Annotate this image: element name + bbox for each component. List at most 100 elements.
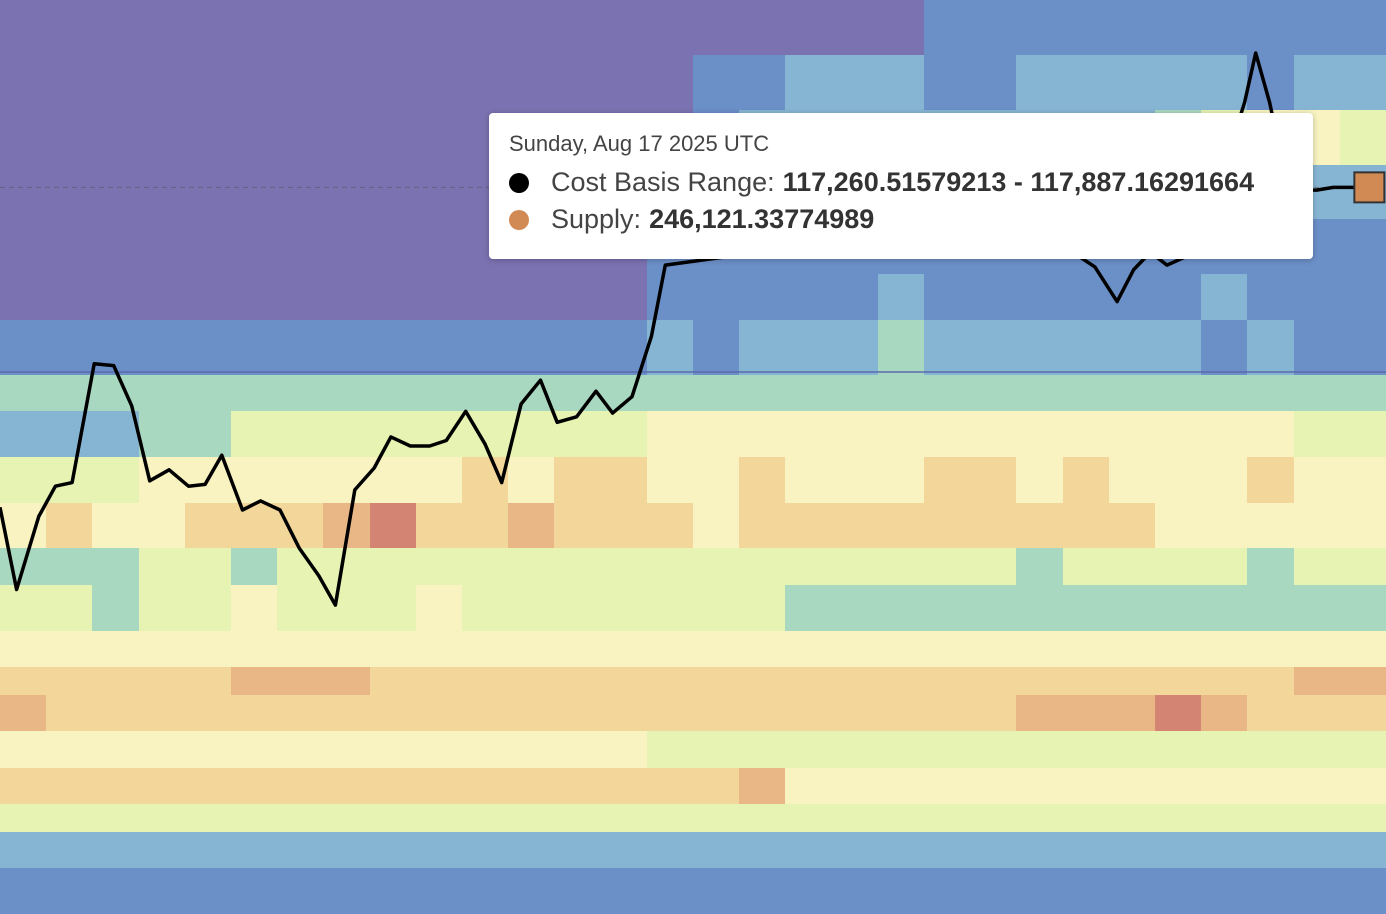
heatmap-cell[interactable] xyxy=(323,375,371,412)
heatmap-cell[interactable] xyxy=(231,832,278,869)
heatmap-cell[interactable] xyxy=(924,457,971,504)
heatmap-cell[interactable] xyxy=(924,731,971,769)
heatmap-cell[interactable] xyxy=(370,375,417,412)
heatmap-cell[interactable] xyxy=(1016,804,1064,833)
heatmap-cell[interactable] xyxy=(370,768,417,805)
heatmap-cell[interactable] xyxy=(878,548,925,586)
heatmap-cell[interactable] xyxy=(970,667,1017,696)
heatmap-cell[interactable] xyxy=(693,804,740,833)
heatmap-cell[interactable] xyxy=(1155,320,1202,376)
heatmap-cell[interactable] xyxy=(554,548,602,586)
heatmap-cell[interactable] xyxy=(1294,375,1341,412)
heatmap-cell[interactable] xyxy=(647,731,694,769)
heatmap-cell[interactable] xyxy=(1294,695,1341,732)
heatmap-cell[interactable] xyxy=(185,219,232,275)
heatmap-cell[interactable] xyxy=(370,631,417,668)
heatmap-cell[interactable] xyxy=(1201,457,1248,504)
heatmap-cell[interactable] xyxy=(739,731,786,769)
heatmap-cell[interactable] xyxy=(1109,585,1156,632)
heatmap-cell[interactable] xyxy=(785,55,833,111)
heatmap-cell[interactable] xyxy=(647,320,694,376)
heatmap-cell[interactable] xyxy=(46,868,93,914)
heatmap-cell[interactable] xyxy=(832,695,879,732)
heatmap-cell[interactable] xyxy=(0,631,47,668)
heatmap-cell[interactable] xyxy=(1247,868,1295,914)
heatmap-cell[interactable] xyxy=(554,411,602,458)
heatmap-cell[interactable] xyxy=(1294,548,1341,586)
heatmap-cell[interactable] xyxy=(416,695,463,732)
heatmap-cell[interactable] xyxy=(647,631,694,668)
heatmap-cell[interactable] xyxy=(1294,457,1341,504)
heatmap-cell[interactable] xyxy=(1016,832,1064,869)
heatmap-cell[interactable] xyxy=(878,695,925,732)
heatmap-cell[interactable] xyxy=(1340,110,1386,166)
heatmap-cell[interactable] xyxy=(832,731,879,769)
heatmap-cell[interactable] xyxy=(0,110,47,166)
heatmap-cell[interactable] xyxy=(1063,503,1110,549)
heatmap-cell[interactable] xyxy=(0,411,47,458)
heatmap-cell[interactable] xyxy=(370,411,417,458)
heatmap-cell[interactable] xyxy=(647,411,694,458)
heatmap-cell[interactable] xyxy=(1201,55,1248,111)
heatmap-cell[interactable] xyxy=(832,667,879,696)
heatmap-cell[interactable] xyxy=(416,165,463,220)
heatmap-cell[interactable] xyxy=(508,868,555,914)
heatmap-cell[interactable] xyxy=(92,667,140,696)
heatmap-cell[interactable] xyxy=(231,503,278,549)
heatmap-cell[interactable] xyxy=(416,0,463,56)
heatmap-cell[interactable] xyxy=(46,695,93,732)
heatmap-cell[interactable] xyxy=(647,503,694,549)
heatmap-cell[interactable] xyxy=(185,375,232,412)
heatmap-cell[interactable] xyxy=(785,320,833,376)
heatmap-cell[interactable] xyxy=(185,868,232,914)
heatmap-cell[interactable] xyxy=(554,503,602,549)
heatmap-cell[interactable] xyxy=(1294,274,1341,321)
heatmap-cell[interactable] xyxy=(462,320,509,376)
heatmap-cell[interactable] xyxy=(462,55,509,111)
heatmap-cell[interactable] xyxy=(139,695,186,732)
heatmap-cell[interactable] xyxy=(1340,804,1386,833)
heatmap-cell[interactable] xyxy=(1340,375,1386,412)
heatmap-cell[interactable] xyxy=(832,631,879,668)
heatmap-cell[interactable] xyxy=(185,503,232,549)
heatmap-cell[interactable] xyxy=(924,667,971,696)
heatmap-cell[interactable] xyxy=(46,832,93,869)
heatmap-cell[interactable] xyxy=(0,55,47,111)
heatmap-cell[interactable] xyxy=(139,631,186,668)
heatmap-cell[interactable] xyxy=(508,503,555,549)
heatmap-cell[interactable] xyxy=(323,55,371,111)
heatmap-cell[interactable] xyxy=(0,804,47,833)
heatmap-cell[interactable] xyxy=(1247,503,1295,549)
heatmap-cell[interactable] xyxy=(277,0,324,56)
heatmap-cell[interactable] xyxy=(462,503,509,549)
heatmap-cell[interactable] xyxy=(462,274,509,321)
heatmap-cell[interactable] xyxy=(277,503,324,549)
heatmap-cell[interactable] xyxy=(832,768,879,805)
heatmap-cell[interactable] xyxy=(139,731,186,769)
heatmap-cell[interactable] xyxy=(370,731,417,769)
heatmap-cell[interactable] xyxy=(878,868,925,914)
heatmap-cell[interactable] xyxy=(970,320,1017,376)
heatmap-cell[interactable] xyxy=(46,457,93,504)
heatmap-cell[interactable] xyxy=(231,110,278,166)
heatmap-cell[interactable] xyxy=(1294,320,1341,376)
heatmap-cell[interactable] xyxy=(1247,320,1295,376)
heatmap-cell[interactable] xyxy=(92,695,140,732)
heatmap-cell[interactable] xyxy=(277,274,324,321)
heatmap-cell[interactable] xyxy=(693,832,740,869)
heatmap-cell[interactable] xyxy=(323,548,371,586)
heatmap-cell[interactable] xyxy=(647,868,694,914)
heatmap-cell[interactable] xyxy=(1201,274,1248,321)
heatmap-cell[interactable] xyxy=(601,667,648,696)
heatmap-cell[interactable] xyxy=(785,731,833,769)
heatmap-cell[interactable] xyxy=(1294,868,1341,914)
heatmap-cell[interactable] xyxy=(647,0,694,56)
heatmap-cell[interactable] xyxy=(832,0,879,56)
heatmap-cell[interactable] xyxy=(1340,667,1386,696)
heatmap-cell[interactable] xyxy=(462,768,509,805)
heatmap-cell[interactable] xyxy=(554,55,602,111)
heatmap-cell[interactable] xyxy=(1016,667,1064,696)
heatmap-cell[interactable] xyxy=(924,55,971,111)
heatmap-cell[interactable] xyxy=(878,804,925,833)
heatmap-cell[interactable] xyxy=(462,804,509,833)
